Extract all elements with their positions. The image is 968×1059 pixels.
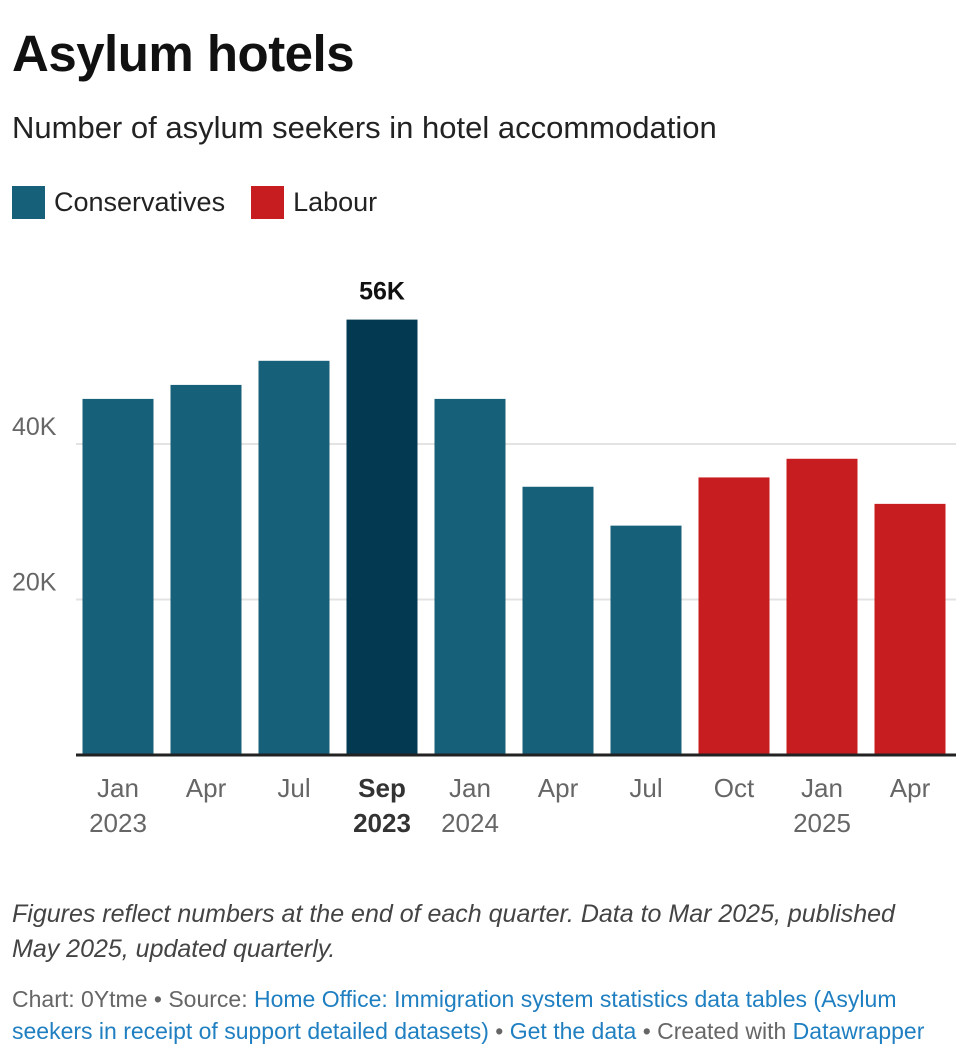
bar-8: [786, 458, 858, 755]
legend-swatch-conservatives: [12, 186, 45, 219]
legend-label-labour: Labour: [293, 187, 378, 217]
datawrapper-link[interactable]: Datawrapper: [792, 1018, 925, 1044]
x-tick-label-year-8: 2025: [793, 808, 851, 838]
bar-7: [698, 477, 770, 755]
x-tick-label-4: Jan: [449, 773, 491, 803]
legend: Conservatives Labour: [12, 186, 403, 219]
x-tick-label-6: Jul: [629, 773, 662, 803]
source-link[interactable]: Home Office: Immigration system statisti…: [12, 986, 897, 1044]
source-prefix: Chart: 0Ytme • Source:: [12, 986, 254, 1012]
x-tick-label-9: Apr: [890, 773, 931, 803]
x-tick-label-0: Jan: [97, 773, 139, 803]
created-with-text: • Created with: [636, 1018, 793, 1044]
y-tick-label-40K: 40K: [12, 413, 57, 441]
legend-item-conservatives: Conservatives: [12, 186, 225, 219]
legend-item-labour: Labour: [251, 186, 377, 219]
x-tick-label-7: Oct: [714, 773, 755, 803]
bar-3: [346, 319, 418, 755]
x-tick-label-1: Apr: [186, 773, 227, 803]
legend-label-conservatives: Conservatives: [54, 187, 226, 217]
x-tick-label-2: Jul: [277, 773, 310, 803]
x-tick-label-year-0: 2023: [89, 808, 147, 838]
bar-4: [434, 398, 506, 755]
source-line: Chart: 0Ytme • Source: Home Office: Immi…: [12, 983, 962, 1059]
x-tick-label-8: Jan: [801, 773, 843, 803]
source-separator: •: [488, 1018, 510, 1044]
chart-subtitle: Number of asylum seekers in hotel accomm…: [12, 110, 717, 145]
x-tick-label-3: Sep: [358, 773, 406, 803]
legend-swatch-labour: [251, 186, 285, 219]
data-label-peak: 56K: [359, 278, 405, 306]
bar-2: [258, 360, 330, 755]
x-tick-label-5: Apr: [538, 773, 579, 803]
get-the-data-link[interactable]: Get the data: [509, 1018, 637, 1044]
bar-chart: 20K 40K Jan 2023 Apr Jul Sep 2023 Jan 2024 Apr Jul O…: [12, 278, 956, 838]
bar-1: [170, 384, 242, 755]
bar-5: [522, 486, 594, 755]
chart-notes: Figures reflect numbers at the end of ea…: [12, 900, 895, 963]
chart-title: Asylum hotels: [12, 25, 355, 82]
x-tick-label-year-4: 2024: [441, 808, 499, 838]
bar-0: [82, 398, 154, 755]
x-tick-label-year-3: 2023: [353, 808, 411, 838]
bar-6: [610, 525, 682, 755]
bar-9: [874, 503, 946, 755]
y-tick-label-20K: 20K: [12, 569, 57, 597]
